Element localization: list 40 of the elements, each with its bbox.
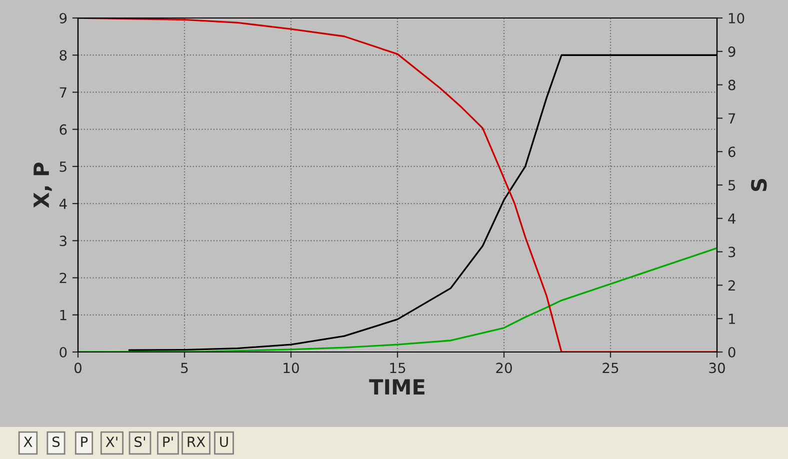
y-tick-label: 4 xyxy=(59,198,67,209)
y-tick-label: 7 xyxy=(60,87,66,98)
y2-tick-label: 0 xyxy=(728,346,736,358)
y2-tick-label: 8 xyxy=(728,80,736,90)
y-tick-label: 8 xyxy=(60,50,67,61)
text: U xyxy=(220,436,228,448)
x-tick-label: 15 xyxy=(390,362,406,374)
x-tick-label: 0 xyxy=(74,362,82,374)
y2-tick-label: 3 xyxy=(728,246,736,258)
y2-tick-label: 10 xyxy=(728,12,744,24)
x-tick-label: 25 xyxy=(602,362,618,374)
y-tick-label: 3 xyxy=(60,236,66,246)
y2-tick-label: 6 xyxy=(728,146,736,158)
y2-tick-label: 1 xyxy=(728,314,735,324)
y2-tick-label: 4 xyxy=(728,214,736,224)
text: P' xyxy=(163,436,173,447)
text: P xyxy=(81,436,88,447)
y-tick-label: 6 xyxy=(60,124,67,135)
y-tick-label: 2 xyxy=(60,272,66,284)
x-tick-label: 30 xyxy=(709,362,725,374)
y-axis-title: X, P xyxy=(34,162,52,208)
line-series xyxy=(78,18,717,352)
y2-tick-label: 9 xyxy=(728,46,736,57)
x-tick-label: 10 xyxy=(284,362,299,374)
y2-tick-label: 2 xyxy=(728,280,735,290)
y2-tick-label: 7 xyxy=(728,113,736,124)
text: X xyxy=(24,436,32,447)
y-tick-label: 0 xyxy=(60,346,67,358)
text: S' xyxy=(134,436,145,448)
x-tick-label: 20 xyxy=(496,362,512,374)
text: S xyxy=(52,436,60,448)
text: X' xyxy=(106,436,118,447)
y2-axis-title: S xyxy=(751,179,767,192)
text: RX xyxy=(188,436,206,447)
y2-tick-label: 5 xyxy=(728,180,736,190)
x-axis-title: TIME xyxy=(369,379,424,394)
y-tick-label: 1 xyxy=(60,310,66,320)
y-tick-label: 9 xyxy=(60,12,67,24)
y-tick-label: 5 xyxy=(60,162,66,172)
x-tick-label: 5 xyxy=(181,362,188,374)
